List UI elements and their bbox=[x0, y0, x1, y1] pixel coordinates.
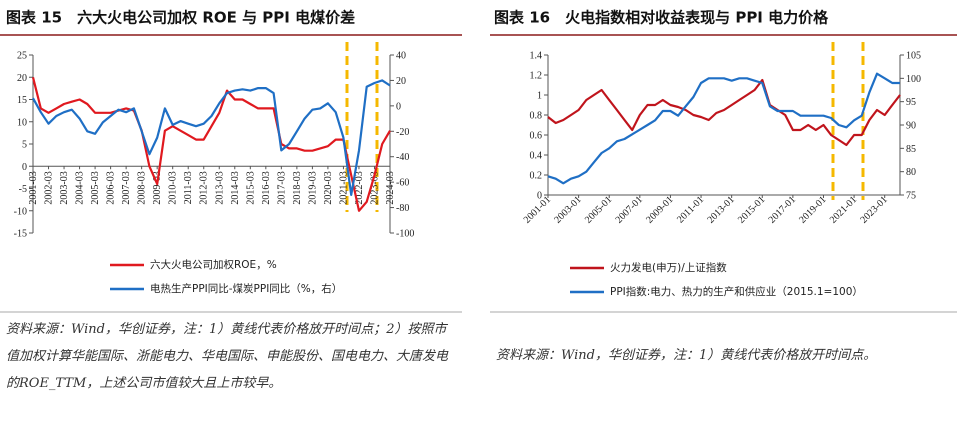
y-tick-label: 1.4 bbox=[530, 51, 543, 62]
y2-tick-label: -60 bbox=[396, 178, 409, 189]
chart-title: 图表 16 火电指数相对收益表现与 PPI 电力价格 bbox=[494, 9, 829, 27]
x-tick-label: 2009-03 bbox=[152, 171, 163, 204]
series-line bbox=[547, 78, 901, 147]
y2-tick-label: 75 bbox=[906, 191, 916, 202]
y-tick-label: 10 bbox=[17, 117, 27, 128]
x-tick-label: 2015-01 bbox=[736, 194, 767, 225]
x-tick-label: 2001-03 bbox=[28, 171, 39, 204]
x-tick-label: 2022-03 bbox=[354, 171, 365, 204]
x-tick-label: 2021-03 bbox=[338, 171, 349, 204]
y-tick-label: 0.4 bbox=[530, 151, 543, 162]
x-tick-label: 2003-01 bbox=[552, 194, 583, 225]
x-tick-label: 2019-01 bbox=[797, 194, 828, 225]
y-tick-label: 5 bbox=[22, 140, 27, 151]
legend-label: 电热生产PPI同比-煤炭PPI同比（%，右） bbox=[150, 282, 342, 295]
x-tick-label: 2010-03 bbox=[168, 171, 179, 204]
x-tick-label: 2020-03 bbox=[323, 171, 334, 204]
y-tick-label: 1.2 bbox=[530, 71, 543, 82]
x-tick-label: 2016-03 bbox=[261, 171, 272, 204]
y2-tick-label: 80 bbox=[906, 167, 916, 178]
x-tick-label: 2005-01 bbox=[583, 194, 614, 225]
x-tick-label: 2007-01 bbox=[614, 194, 645, 225]
x-tick-label: 2011-03 bbox=[183, 171, 194, 204]
y2-tick-label: -80 bbox=[396, 203, 409, 214]
x-tick-label: 2023-03 bbox=[369, 171, 380, 204]
x-tick-label: 2005-03 bbox=[90, 171, 101, 204]
series-line bbox=[32, 79, 391, 196]
x-tick-label: 2015-03 bbox=[245, 171, 256, 204]
legend-label: 六大火电公司加权ROE，% bbox=[150, 258, 277, 271]
x-tick-label: 2007-03 bbox=[121, 171, 132, 204]
y-tick-label: 0 bbox=[537, 191, 542, 202]
y-tick-label: -5 bbox=[19, 184, 27, 195]
x-tick-label: 2009-01 bbox=[644, 194, 675, 225]
y-tick-label: 0.8 bbox=[530, 111, 543, 122]
y2-tick-label: 95 bbox=[906, 97, 916, 108]
source-note: 资料来源：Wind，华创证券，注：1）黄线代表价格放开时间点。 bbox=[496, 348, 877, 363]
x-tick-label: 2003-03 bbox=[59, 171, 70, 204]
x-tick-label: 2004-03 bbox=[75, 171, 86, 204]
y-tick-label: -10 bbox=[14, 206, 27, 217]
y-tick-label: 0 bbox=[22, 162, 27, 173]
x-tick-label: 2019-03 bbox=[307, 171, 318, 204]
y2-tick-label: 40 bbox=[396, 51, 406, 62]
x-tick-label: 2008-03 bbox=[137, 171, 148, 204]
y-tick-label: 0.2 bbox=[530, 171, 543, 182]
chart-title: 图表 15 六大火电公司加权 ROE 与 PPI 电煤价差 bbox=[6, 9, 355, 27]
x-tick-label: 2013-03 bbox=[214, 171, 225, 204]
y2-tick-label: 85 bbox=[906, 144, 916, 155]
y2-tick-label: -40 bbox=[396, 152, 409, 163]
x-tick-label: 2012-03 bbox=[199, 171, 210, 204]
y2-tick-label: 100 bbox=[906, 74, 921, 85]
legend-label: 火力发电(申万)/上证指数 bbox=[610, 261, 727, 274]
x-tick-label: 2017-01 bbox=[767, 194, 798, 225]
source-note: 资料来源：Wind，华创证券，注：1）黄线代表价格放开时间点；2）按照市值加权计… bbox=[6, 322, 449, 391]
x-tick-label: 2002-03 bbox=[44, 171, 55, 204]
series-line bbox=[547, 72, 900, 185]
y-tick-label: 20 bbox=[17, 73, 27, 84]
series-line bbox=[31, 77, 391, 212]
y2-tick-label: -20 bbox=[396, 127, 409, 138]
y2-tick-label: 20 bbox=[396, 76, 406, 87]
y2-tick-label: 0 bbox=[396, 101, 401, 112]
chart: 图表 15 六大火电公司加权 ROE 与 PPI 电煤价差 -15 -10 -5 0 5… bbox=[0, 9, 462, 313]
y2-tick-label: 90 bbox=[906, 121, 916, 132]
x-tick-label: 2018-03 bbox=[292, 171, 303, 204]
legend-label: PPI指数:电力、热力的生产和供应业（2015.1=100） bbox=[610, 285, 863, 298]
y-tick-label: 25 bbox=[17, 51, 27, 62]
x-tick-label: 2013-01 bbox=[705, 194, 736, 225]
x-tick-label: 2017-03 bbox=[276, 171, 287, 204]
y-tick-label: -15 bbox=[14, 229, 27, 240]
x-tick-label: 2024-03 bbox=[385, 171, 396, 204]
y-tick-label: 0.6 bbox=[530, 131, 543, 142]
y2-tick-label: -100 bbox=[396, 229, 414, 240]
y-tick-label: 15 bbox=[17, 95, 27, 106]
y-tick-label: 1 bbox=[537, 91, 542, 102]
x-tick-label: 2011-01 bbox=[675, 194, 706, 225]
chart: 图表 16 火电指数相对收益表现与 PPI 电力价格 0 0.2 0.4 0.6 0.8… bbox=[490, 9, 957, 313]
y2-tick-label: 105 bbox=[906, 51, 921, 62]
x-tick-label: 2006-03 bbox=[106, 171, 117, 204]
x-tick-label: 2014-03 bbox=[230, 171, 241, 204]
